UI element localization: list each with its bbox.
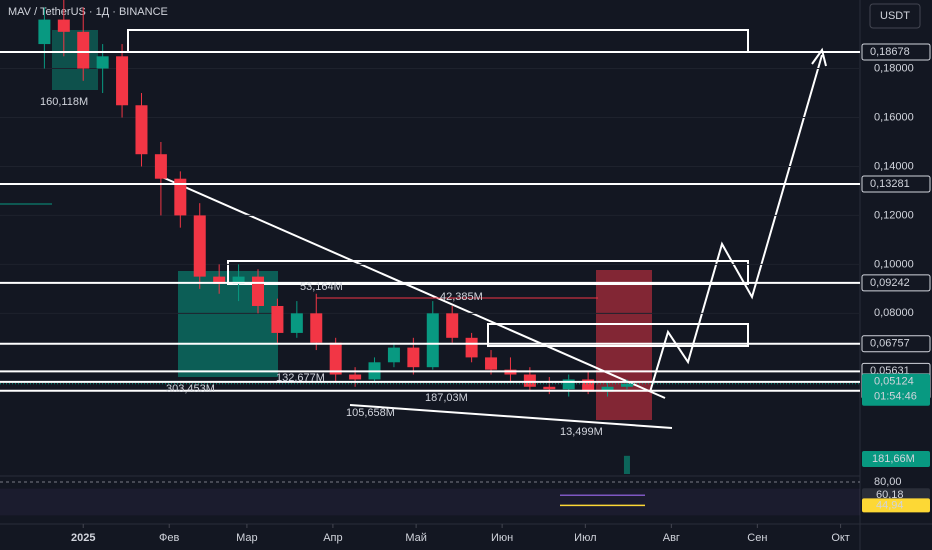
candle-body (329, 342, 342, 375)
level-label: 0,06757 (870, 338, 910, 350)
candle-body (252, 276, 264, 306)
y-tick-label: 0,16000 (874, 111, 914, 123)
candle-body (465, 337, 478, 358)
x-tick-label: Июл (574, 532, 596, 544)
x-tick-label: 2025 (71, 532, 95, 544)
volume-label: 181,66M (872, 453, 915, 465)
x-tick-label: Авг (663, 532, 680, 544)
x-tick-label: Фев (159, 532, 179, 544)
candle-body (446, 313, 459, 338)
candle-body (387, 347, 400, 363)
y-tick-label: 0,10000 (874, 258, 914, 270)
candle-body (77, 31, 90, 69)
candle-body (116, 56, 129, 106)
candle-body (290, 313, 303, 333)
candle-body (193, 215, 206, 277)
projection (649, 54, 823, 393)
candle-body (310, 313, 323, 343)
level-label-box (861, 175, 931, 193)
candle-body (543, 386, 556, 390)
annotation: 160,118M (40, 96, 88, 108)
annotation: 303,453M (166, 383, 215, 395)
y-tick-label: 0,08000 (874, 307, 914, 319)
rsi-band (0, 488, 860, 516)
box (487, 323, 749, 347)
chart-title: MAV / TetherUS · 1Д · BINANCE (8, 6, 168, 18)
x-tick-label: Сен (747, 532, 767, 544)
currency[interactable]: USDT (880, 10, 910, 22)
candle-body (562, 379, 575, 390)
candle-body (485, 357, 498, 370)
level-label: 0,13281 (870, 178, 910, 190)
zone (52, 30, 98, 90)
candle-body (232, 276, 245, 284)
level-label: 0,18678 (870, 46, 910, 58)
annotation: 13,499M (560, 426, 603, 438)
last-price-box (862, 373, 930, 406)
rsi-tick-label: 80,00 (874, 476, 902, 488)
candle-body (426, 313, 439, 368)
candle-body (601, 386, 614, 392)
arrow-head (811, 47, 827, 67)
x-tick-label: Окт (831, 532, 850, 544)
candle-body (154, 154, 167, 179)
candle-body (96, 56, 109, 69)
x-tick-label: Мар (236, 532, 258, 544)
annotation: 42,385M (440, 291, 483, 303)
trendline (349, 404, 673, 429)
candle-body (135, 105, 148, 155)
level-label-box (861, 274, 931, 292)
x-tick-label: Июн (491, 532, 513, 544)
y-tick-label: 0,14000 (874, 160, 914, 172)
y-tick-label: 0,18000 (874, 62, 914, 74)
candle-body (407, 347, 420, 368)
annotation: 53,164M (300, 281, 343, 293)
candle-body (620, 383, 633, 387)
y-tick-label: 0,12000 (874, 209, 914, 221)
level-label-box (861, 335, 931, 353)
rsi_ma-box (862, 498, 930, 513)
level-label-box (861, 43, 931, 61)
annotation: 105,658M (346, 407, 395, 419)
countdown: 01:54:46 (874, 391, 917, 403)
box (227, 260, 749, 285)
rsi-label: 60,18 (876, 489, 904, 501)
volume-bar (623, 455, 630, 474)
candle-body (213, 276, 226, 284)
candle-body (523, 374, 536, 387)
last-price: 0,05124 (874, 376, 914, 388)
x-tick-label: Май (405, 532, 427, 544)
rsi_ma-label: 44,94 (876, 499, 904, 511)
candle-body (38, 19, 51, 45)
level-label: 0,09242 (870, 277, 910, 289)
volume-box (862, 451, 930, 467)
currency-box[interactable] (869, 3, 921, 29)
x-tick-label: Апр (323, 532, 342, 544)
candle-body (349, 374, 362, 380)
candle-body (57, 19, 70, 32)
candle-body (271, 305, 284, 333)
annotation: 132,677M (276, 372, 325, 384)
trendline (161, 176, 666, 399)
candle-body (174, 178, 187, 216)
annotation: 187,03M (425, 392, 468, 404)
